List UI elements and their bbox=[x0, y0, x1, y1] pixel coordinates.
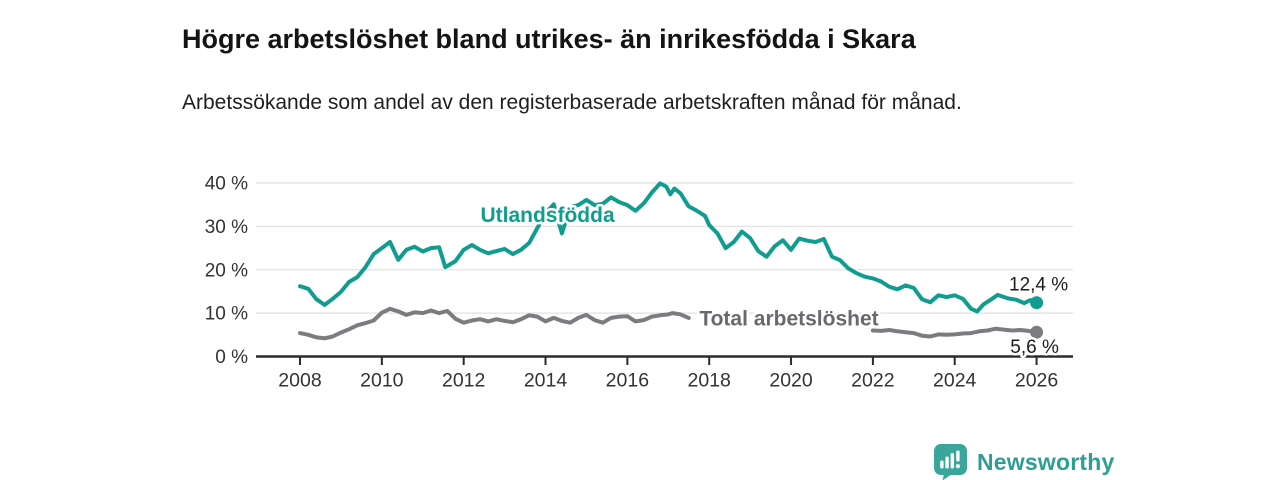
series-labels-group: Utlandsfödda Total arbetslöshet bbox=[478, 202, 881, 333]
x-tick-label: 2024 bbox=[933, 370, 977, 392]
series-end-label-total-arbetsloshet: 5,6 % bbox=[1010, 337, 1059, 358]
series-end-dot-utlandsfodda bbox=[1030, 296, 1044, 310]
x-tick-label: 2012 bbox=[442, 370, 485, 392]
chart-subtitle: Arbetssökande som andel av den registerb… bbox=[182, 91, 962, 114]
tick-labels-group: 0 % 10 % 20 % 30 % 40 % 2008 2010 2012 2014 2016 2… bbox=[205, 174, 1059, 392]
y-tick-label: 20 % bbox=[205, 260, 248, 281]
x-tick-label: 2020 bbox=[769, 370, 813, 392]
newsworthy-logo[interactable]: Newsworthy bbox=[934, 444, 1114, 480]
y-tick-label: 0 % bbox=[215, 347, 248, 368]
chart-title: Högre arbetslöshet bland utrikes- än inr… bbox=[182, 24, 916, 55]
brand-name: Newsworthy bbox=[977, 448, 1115, 475]
series-dots-group: 12,4 % 5,6 % bbox=[1007, 272, 1071, 361]
y-tick-label: 30 % bbox=[205, 217, 248, 238]
x-tick-label: 2016 bbox=[606, 370, 649, 392]
series-end-label-utlandsfodda: 12,4 % bbox=[1009, 275, 1068, 296]
x-tick-label: 2022 bbox=[851, 370, 894, 392]
series-label-total-arbetsloshet: Total arbetslöshet bbox=[699, 307, 878, 330]
series-end-dot-total-arbetsloshet bbox=[1030, 325, 1044, 339]
series-lines-group bbox=[298, 181, 1039, 341]
series-line-total-arbetsloshet bbox=[870, 326, 1039, 339]
series-label-utlandsfodda: Utlandsfödda bbox=[480, 204, 614, 227]
x-tick-label: 2008 bbox=[278, 370, 321, 392]
x-tick-label: 2018 bbox=[688, 370, 731, 392]
bar-chart-speech-bubble-icon bbox=[934, 444, 967, 480]
x-tick-label: 2014 bbox=[524, 370, 568, 392]
axis-group bbox=[256, 355, 1073, 365]
series-line-total-arbetsloshet bbox=[298, 306, 691, 341]
series-line-utlandsfodda bbox=[298, 181, 1039, 314]
x-tick-label: 2010 bbox=[360, 370, 404, 392]
y-tick-label: 40 % bbox=[205, 174, 248, 195]
y-tick-label: 10 % bbox=[205, 304, 248, 325]
x-tick-label: 2026 bbox=[1015, 370, 1058, 392]
